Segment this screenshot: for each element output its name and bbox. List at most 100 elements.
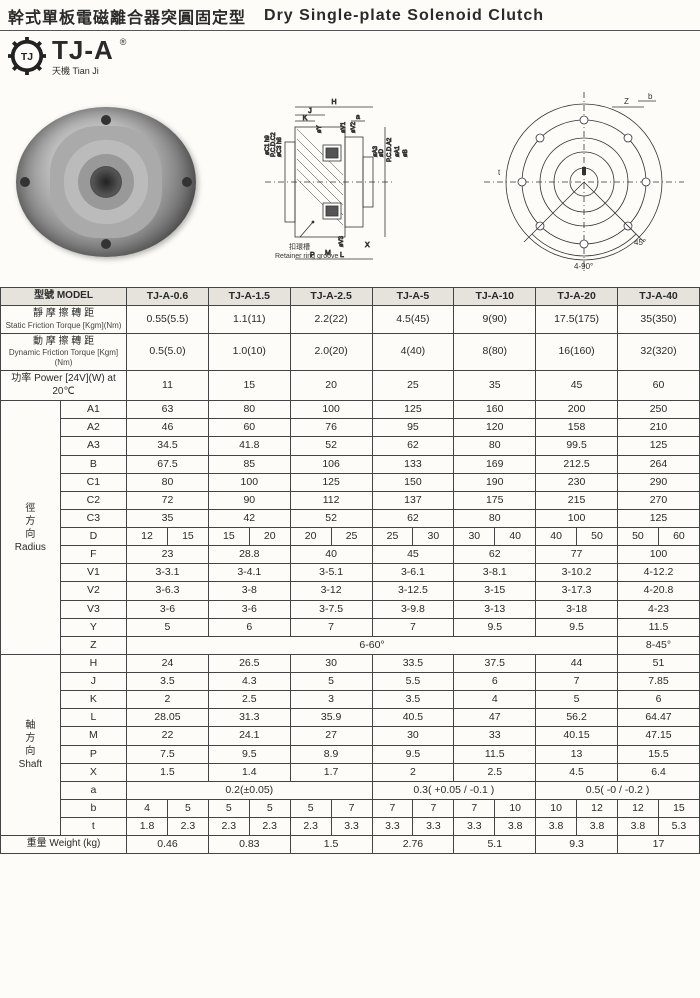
table-row: V23-6.33-83-123-12.53-153-17.34-20.8	[1, 582, 700, 600]
svg-text:扣環槽: 扣環槽	[289, 242, 310, 251]
svg-text:b: b	[648, 92, 653, 101]
registered-icon: ®	[120, 37, 127, 47]
table-row: a0.2(±0.05)0.3( +0.05 / -0.1 )0.5( -0 / …	[1, 781, 700, 799]
svg-text:øY: øY	[317, 125, 323, 133]
svg-text:L: L	[340, 252, 344, 259]
table-row: A246607695120158210	[1, 419, 700, 437]
param-code: P	[60, 745, 126, 763]
header-model: 型號 MODEL	[1, 288, 127, 306]
svg-text:Z: Z	[624, 97, 629, 106]
param-code: X	[60, 763, 126, 781]
model-col-3: TJ-A-5	[372, 288, 454, 306]
table-row: D1215152020252530304040505060	[1, 528, 700, 546]
param-code: C3	[60, 509, 126, 527]
table-row: 靜 摩 擦 轉 距Static Friction Torque [Kgm](Nm…	[1, 306, 700, 334]
table-row: t1.82.32.32.32.33.33.33.33.33.83.83.83.8…	[1, 818, 700, 836]
table-row: 軸方向ShaftH2426.53033.537.54451	[1, 654, 700, 672]
table-row: 重量 Weight (kg)0.460.831.52.765.19.317	[1, 836, 700, 854]
gear-logo-icon: TJ	[8, 37, 46, 75]
param-code: A3	[60, 437, 126, 455]
table-row: 徑方向RadiusA16380100125160200250	[1, 401, 700, 419]
group-label: 軸方向Shaft	[1, 654, 61, 835]
param-code: V1	[60, 564, 126, 582]
front-drawing: Z b t 45° 4-90°	[484, 87, 684, 277]
model-col-4: TJ-A-10	[454, 288, 536, 306]
brand-code: TJ-A	[52, 35, 114, 66]
table-row: B67.585106133169212.5264	[1, 455, 700, 473]
table-row: 動 摩 擦 轉 距Dynamic Friction Torque [Kgm](N…	[1, 333, 700, 371]
param-code: A2	[60, 419, 126, 437]
svg-text:H: H	[331, 99, 336, 106]
brand-sub: 天機 Tian Ji	[52, 64, 114, 77]
param-code: a	[60, 781, 126, 799]
table-row: Z6-60°8-45°	[1, 636, 700, 654]
table-row: V13-3.13-4.13-5.13-6.13-8.13-10.24-12.2	[1, 564, 700, 582]
svg-text:J: J	[308, 108, 312, 115]
param-code: L	[60, 709, 126, 727]
param-code: K	[60, 691, 126, 709]
svg-text:øV2: øV2	[351, 121, 357, 133]
group-label: 徑方向Radius	[1, 401, 61, 655]
param-code: B	[60, 455, 126, 473]
svg-text:øB: øB	[403, 149, 409, 157]
svg-text:øA1: øA1	[395, 145, 401, 157]
diagram-row: H J K a øC1 h9 P.C.D.C2 øC3 h8 øD P.C.D.…	[0, 83, 700, 287]
param-code: D	[60, 528, 126, 546]
weight-label: 重量 Weight (kg)	[1, 836, 127, 854]
table-row: C33542526280100125	[1, 509, 700, 527]
table-row: X1.51.41.722.54.56.4	[1, 763, 700, 781]
table-row: C27290112137175215270	[1, 491, 700, 509]
model-col-1: TJ-A-1.5	[208, 288, 290, 306]
table-row: F2328.840456277100	[1, 546, 700, 564]
svg-text:45°: 45°	[634, 238, 646, 247]
svg-text:K: K	[303, 115, 308, 122]
param-code: C2	[60, 491, 126, 509]
param-code: A1	[60, 401, 126, 419]
model-col-0: TJ-A-0.6	[127, 288, 209, 306]
param-code: V2	[60, 582, 126, 600]
param-code: M	[60, 727, 126, 745]
model-col-6: TJ-A-40	[617, 288, 699, 306]
svg-text:øC3 h8: øC3 h8	[277, 137, 283, 157]
param-code: J	[60, 673, 126, 691]
logo-text: TJ-A 天機 Tian Ji	[52, 35, 114, 77]
title-bar: 幹式單板電磁離合器突圓固定型 Dry Single-plate Solenoid…	[0, 0, 700, 31]
param-label: 動 摩 擦 轉 距Dynamic Friction Torque [Kgm](N…	[1, 333, 127, 371]
param-label: 功率 Power [24V](W) at 20℃	[1, 371, 127, 401]
table-row: V33-63-63-7.53-9.83-133-184-23	[1, 600, 700, 618]
svg-text:P.C.D.A2: P.C.D.A2	[387, 137, 393, 162]
param-code: t	[60, 818, 126, 836]
param-label: 靜 摩 擦 轉 距Static Friction Torque [Kgm](Nm…	[1, 306, 127, 334]
table-row: Y56779.59.511.5	[1, 618, 700, 636]
table-row: 功率 Power [24V](W) at 20℃11152025354560	[1, 371, 700, 401]
svg-text:øV1: øV1	[341, 121, 347, 133]
svg-text:a: a	[356, 114, 360, 121]
table-row: P7.59.58.99.511.51315.5	[1, 745, 700, 763]
table-row: K22.533.5456	[1, 691, 700, 709]
title-en: Dry Single-plate Solenoid Clutch	[264, 7, 544, 25]
table-row: M2224.127303340.1547.15	[1, 727, 700, 745]
table-row: b4555577771010121215	[1, 799, 700, 817]
svg-text:øV3: øV3	[339, 235, 345, 247]
svg-text:X: X	[365, 242, 370, 249]
svg-text:Retainer ring groove: Retainer ring groove	[275, 253, 339, 260]
svg-text:TJ: TJ	[21, 52, 33, 63]
model-col-5: TJ-A-20	[536, 288, 618, 306]
table-row: C180100125150190230290	[1, 473, 700, 491]
param-code: Y	[60, 618, 126, 636]
title-cn: 幹式單板電磁離合器突圓固定型	[8, 4, 246, 28]
table-row: L28.0531.335.940.54756.264.47	[1, 709, 700, 727]
svg-text:4-90°: 4-90°	[574, 262, 593, 271]
param-code: H	[60, 654, 126, 672]
svg-text:t: t	[498, 168, 501, 177]
table-row: 型號 MODELTJ-A-0.6TJ-A-1.5TJ-A-2.5TJ-A-5TJ…	[1, 288, 700, 306]
svg-text:øD: øD	[379, 148, 385, 157]
param-code: Z	[60, 636, 126, 654]
table-row: A334.541.852628099.5125	[1, 437, 700, 455]
svg-text:øA3: øA3	[373, 145, 379, 157]
param-code: V3	[60, 600, 126, 618]
spec-table: 型號 MODELTJ-A-0.6TJ-A-1.5TJ-A-2.5TJ-A-5TJ…	[0, 287, 700, 854]
section-drawing: H J K a øC1 h9 P.C.D.C2 øC3 h8 øD P.C.D.…	[225, 87, 455, 277]
param-code: F	[60, 546, 126, 564]
logo-row: TJ TJ-A 天機 Tian Ji ®	[0, 33, 700, 83]
